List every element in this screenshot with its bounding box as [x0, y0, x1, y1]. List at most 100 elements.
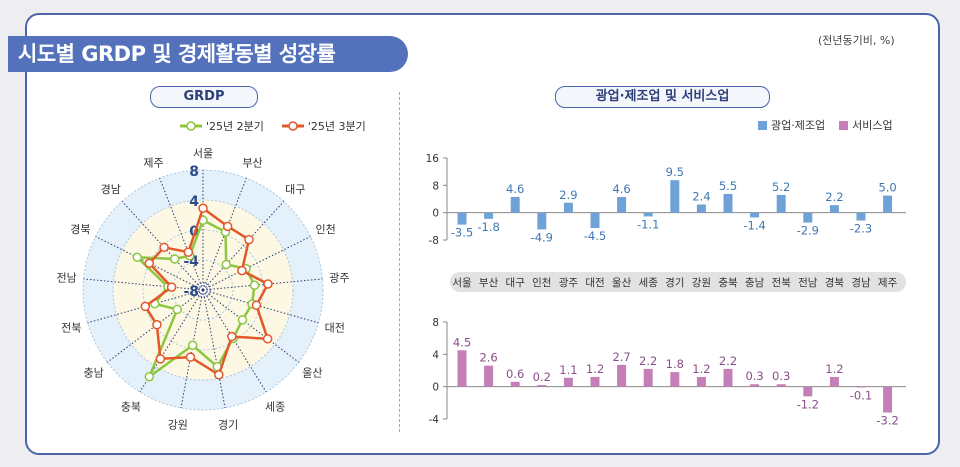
bar-value-label: -0.1 — [850, 388, 872, 402]
bar-value-label: 1.2 — [586, 362, 604, 376]
legend-service-swatch — [839, 120, 849, 130]
radar-axis-label: 전남 — [56, 271, 76, 284]
radar-point-q2 — [221, 259, 231, 270]
radar-point-q2 — [187, 340, 198, 351]
bar-service — [803, 386, 813, 397]
bar-mining — [750, 212, 760, 218]
radar-point-q2 — [169, 254, 180, 264]
bar-value-label: -4.9 — [531, 230, 553, 244]
category-label: 강원 — [692, 277, 711, 289]
bar-value-label: 2.2 — [719, 354, 737, 368]
legend-mining-swatch — [758, 120, 767, 130]
bar-value-label: 1.8 — [666, 357, 684, 371]
radar-axis-label: 충북 — [121, 400, 141, 413]
radar-spoke — [202, 200, 285, 291]
bar-service — [723, 368, 733, 387]
radar-ring — [142, 229, 264, 351]
bar-value-label: -1.2 — [797, 397, 819, 411]
bar-value-label: -1.8 — [477, 220, 499, 234]
category-label: 충북 — [718, 277, 738, 289]
bar-value-label: 1.2 — [825, 362, 843, 376]
radar-axis-label: 경북 — [70, 223, 90, 236]
radar-axis-label: 서울 — [193, 147, 213, 160]
category-label: 충남 — [745, 277, 765, 289]
bar-mining — [510, 196, 520, 213]
y-tick-label: 4 — [432, 349, 439, 361]
y-tick-label: 0 — [432, 382, 439, 394]
category-label: 경기 — [665, 276, 684, 289]
y-tick-label: -8 — [429, 235, 439, 247]
category-label: 인천 — [532, 277, 551, 289]
y-tick-label: 16 — [426, 153, 440, 165]
bar-title: 광업·제조업 및 서비스업 — [555, 86, 770, 108]
bar-service — [537, 385, 547, 387]
bar-value-label: 5.2 — [772, 180, 790, 194]
bar-service — [563, 377, 573, 387]
radar-axis-label: 대전 — [325, 321, 345, 334]
bar-mining — [803, 212, 813, 223]
bar-value-label: 2.6 — [479, 351, 497, 365]
radar-axis-label: 강원 — [168, 419, 188, 432]
y-tick-label: 8 — [432, 317, 439, 329]
category-label: 서울 — [452, 277, 472, 289]
bar-service — [643, 368, 653, 387]
radar-point-q3 — [227, 331, 237, 342]
radar-spoke — [139, 289, 204, 393]
bar-mining — [829, 205, 839, 213]
bar-value-label: 5.0 — [878, 181, 896, 195]
radar-point-q3 — [152, 320, 162, 330]
bar-service — [696, 376, 706, 387]
radar-point-q3 — [144, 258, 155, 269]
category-label: 세종 — [639, 277, 659, 289]
category-label: 경북 — [825, 276, 845, 289]
radar-axis-label: 전북 — [61, 321, 81, 334]
radar-point-q3 — [214, 370, 224, 380]
y-tick-label: 8 — [432, 180, 439, 192]
bar-value-label: 2.7 — [612, 350, 630, 364]
radar-spoke — [83, 278, 204, 291]
y-tick-label: -4 — [429, 414, 440, 426]
radar-point-q2 — [249, 280, 260, 290]
radar-point-q3 — [166, 282, 177, 292]
radar-axis-label: 경기 — [218, 419, 238, 432]
bar-value-label: 2.2 — [825, 190, 843, 204]
radar-axis-label: 인천 — [316, 222, 336, 236]
category-label: 대전 — [585, 277, 604, 289]
radar-point-q3 — [155, 354, 166, 364]
bar-mining — [643, 212, 653, 217]
radar-point-q3 — [237, 265, 247, 276]
radar-spoke — [202, 289, 226, 409]
bar-value-label: 0.3 — [745, 369, 763, 383]
bar-value-label: -1.1 — [637, 217, 659, 231]
bar-value-label: 2.9 — [559, 188, 577, 202]
bar-value-label: -3.2 — [876, 414, 898, 428]
radar-legend: '25년 2분기 '25년 3분기 — [180, 118, 366, 134]
bar-mining — [484, 212, 494, 219]
bar-service — [590, 376, 600, 387]
bar-value-label: -1.4 — [743, 218, 765, 232]
bar-mining — [670, 180, 680, 213]
bar-value-label: 2.4 — [692, 189, 710, 203]
legend-q3-label: '25년 3분기 — [307, 120, 366, 133]
radar-point-q3 — [222, 221, 233, 232]
bar-value-label: 0.6 — [506, 367, 524, 381]
bar-value-label: -2.9 — [797, 224, 819, 238]
radar-spoke — [202, 289, 300, 363]
bar-service — [829, 376, 839, 387]
bar-mining — [856, 212, 866, 221]
bar-value-label: 4.6 — [612, 182, 630, 196]
bar-mining — [883, 195, 893, 213]
radar-axis-label: 충남 — [84, 367, 104, 380]
divider — [399, 92, 400, 432]
bar-mining — [537, 212, 547, 230]
category-label: 경남 — [851, 276, 871, 289]
page-title: 시도별 GRDP 및 경제활동별 성장률 — [8, 36, 408, 72]
radar-point-q2 — [237, 315, 248, 325]
bar-service — [856, 386, 866, 388]
category-label: 부산 — [479, 277, 499, 289]
radar-tick-label: 8 — [189, 164, 199, 180]
bar-service — [750, 384, 760, 387]
radar-axis-label: 대구 — [285, 183, 305, 196]
radar-point-q2 — [132, 252, 142, 262]
bar-mining — [723, 193, 733, 213]
